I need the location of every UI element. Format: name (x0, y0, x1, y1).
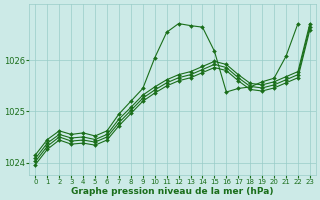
X-axis label: Graphe pression niveau de la mer (hPa): Graphe pression niveau de la mer (hPa) (71, 187, 274, 196)
